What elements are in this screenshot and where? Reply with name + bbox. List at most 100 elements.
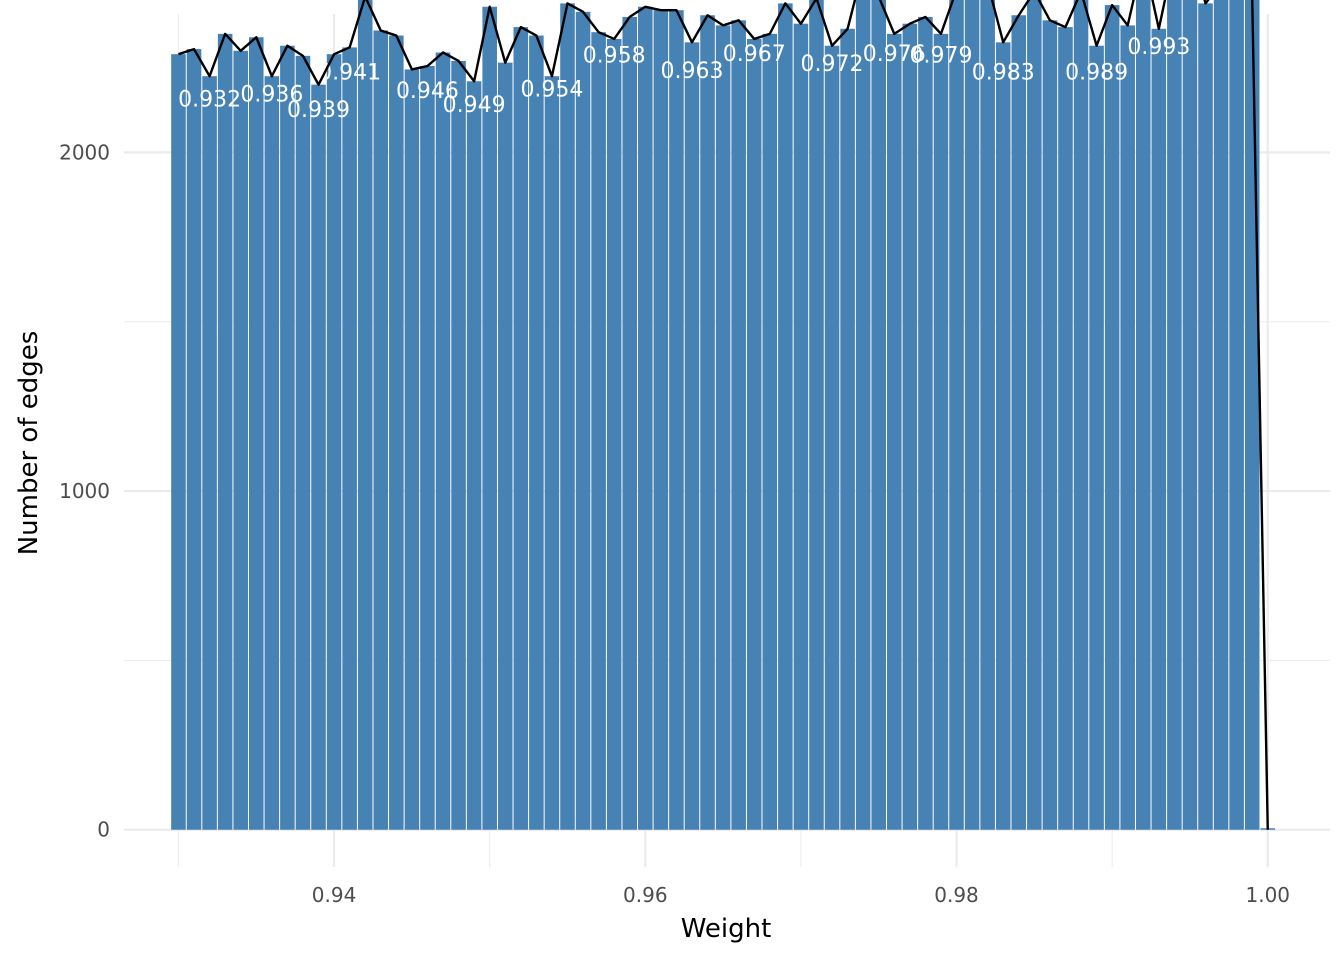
y-tick-label: 0 xyxy=(97,818,110,842)
bar-value-label: 0.949 xyxy=(443,93,506,118)
histogram-bar xyxy=(715,25,731,830)
histogram-bar xyxy=(949,0,964,830)
histogram-bar xyxy=(887,33,902,830)
histogram-bar xyxy=(1058,27,1073,830)
histogram-bar xyxy=(186,49,202,830)
histogram-bar xyxy=(809,0,824,830)
y-tick-label: 1000 xyxy=(59,479,110,503)
histogram-bar xyxy=(653,10,669,830)
histogram-bar xyxy=(202,76,217,830)
histogram-bar xyxy=(420,66,435,830)
histogram-bar xyxy=(622,16,638,830)
bar-value-label: 0.983 xyxy=(972,61,1035,86)
histogram-bar xyxy=(824,45,840,830)
histogram-bar xyxy=(482,6,497,830)
histogram-bar xyxy=(731,20,746,830)
histogram-bar xyxy=(1198,3,1213,830)
histogram-bar xyxy=(1244,0,1260,830)
histogram-bar xyxy=(1120,25,1135,830)
histogram-bar xyxy=(280,45,295,830)
histogram-bar xyxy=(1104,5,1120,830)
histogram-bar xyxy=(684,42,700,830)
histogram-bar xyxy=(606,38,622,830)
bar-value-label: 0.989 xyxy=(1065,61,1128,86)
bar-value-label: 0.979 xyxy=(909,44,972,69)
histogram-bar xyxy=(233,50,248,830)
bar-value-label: 0.939 xyxy=(287,98,350,123)
histogram-bar xyxy=(575,11,591,830)
histogram-bar xyxy=(1167,0,1182,830)
histogram-bar xyxy=(560,3,575,830)
histogram-bar xyxy=(326,54,342,830)
histogram-bar xyxy=(311,84,326,830)
frequency-line xyxy=(178,0,1269,830)
bar-value-label: 0.954 xyxy=(520,78,583,103)
histogram-bar xyxy=(591,32,606,830)
x-axis-title: Weight xyxy=(681,914,772,944)
bar-value-label: 0.932 xyxy=(178,88,241,113)
bar-value-label: 0.946 xyxy=(396,79,459,104)
histogram-bar xyxy=(1073,0,1089,830)
frequency-polygon xyxy=(178,0,1269,830)
histogram-bar xyxy=(1089,45,1104,830)
x-tick-label: 1.00 xyxy=(1245,883,1290,907)
histogram-bar xyxy=(980,0,995,830)
x-tick-label: 0.96 xyxy=(623,883,668,907)
histogram-bar xyxy=(389,35,404,830)
histogram-bar xyxy=(451,60,466,830)
histogram-bar xyxy=(404,69,420,830)
histogram-bar xyxy=(1042,20,1058,830)
histogram-bar xyxy=(995,42,1011,830)
bar-value-label: 0.963 xyxy=(660,59,723,84)
histogram-bar xyxy=(1213,0,1229,830)
histogram-bar xyxy=(746,38,762,830)
histogram-bar xyxy=(497,62,513,830)
histogram-bar xyxy=(513,27,529,830)
histogram-bar xyxy=(1011,15,1027,830)
bar-value-labels: 0.932 0.9360.9390.9410.9460.9490.9540.958… xyxy=(178,35,1190,123)
histogram-bar xyxy=(855,0,871,830)
histogram-bar xyxy=(435,52,451,830)
histogram-bars xyxy=(171,0,1276,830)
histogram-bar xyxy=(669,10,684,830)
bar-value-label: 0.967 xyxy=(723,42,786,67)
bar-value-label: 0.993 xyxy=(1127,35,1190,60)
y-tick-label: 2000 xyxy=(59,140,110,164)
x-tick-label: 0.98 xyxy=(934,883,979,907)
y-axis-title: Number of edges xyxy=(14,331,44,556)
histogram-bar xyxy=(840,28,855,830)
histogram-bar xyxy=(964,0,980,830)
histogram-bar xyxy=(342,47,357,830)
histogram-bar xyxy=(1151,28,1167,830)
histogram-bar xyxy=(762,33,778,830)
histogram-bar xyxy=(1135,0,1151,830)
histogram-bar xyxy=(1229,0,1244,830)
histogram-bar xyxy=(638,6,653,830)
histogram-bar xyxy=(793,23,809,830)
histogram-bar xyxy=(778,3,793,830)
histogram-bar xyxy=(264,76,280,830)
histogram-bar xyxy=(466,81,482,830)
histogram-bar xyxy=(248,37,264,830)
axes: 0.94 0.96 0.98 1.00 0 1000 2000 xyxy=(59,140,1290,907)
histogram-bar xyxy=(171,54,186,830)
x-tick-label: 0.94 xyxy=(312,883,357,907)
histogram-bar xyxy=(871,0,887,830)
histogram-bar xyxy=(1182,0,1198,830)
histogram-bar xyxy=(357,0,373,830)
bar-value-label: 0.972 xyxy=(801,52,864,77)
histogram-bar xyxy=(373,30,389,830)
histogram-bar xyxy=(918,16,933,830)
histogram-bar xyxy=(902,23,918,830)
histogram-bar xyxy=(1027,0,1042,830)
histogram-bar xyxy=(544,76,560,830)
histogram-bar xyxy=(529,35,544,830)
histogram-bar xyxy=(295,55,311,830)
histogram-bar xyxy=(933,33,949,830)
histogram-bar xyxy=(217,33,233,830)
bar-value-label: 0.936 xyxy=(240,83,303,108)
bar-value-label: 0.976 xyxy=(863,42,926,67)
bar-value-label: 0.958 xyxy=(583,44,646,69)
